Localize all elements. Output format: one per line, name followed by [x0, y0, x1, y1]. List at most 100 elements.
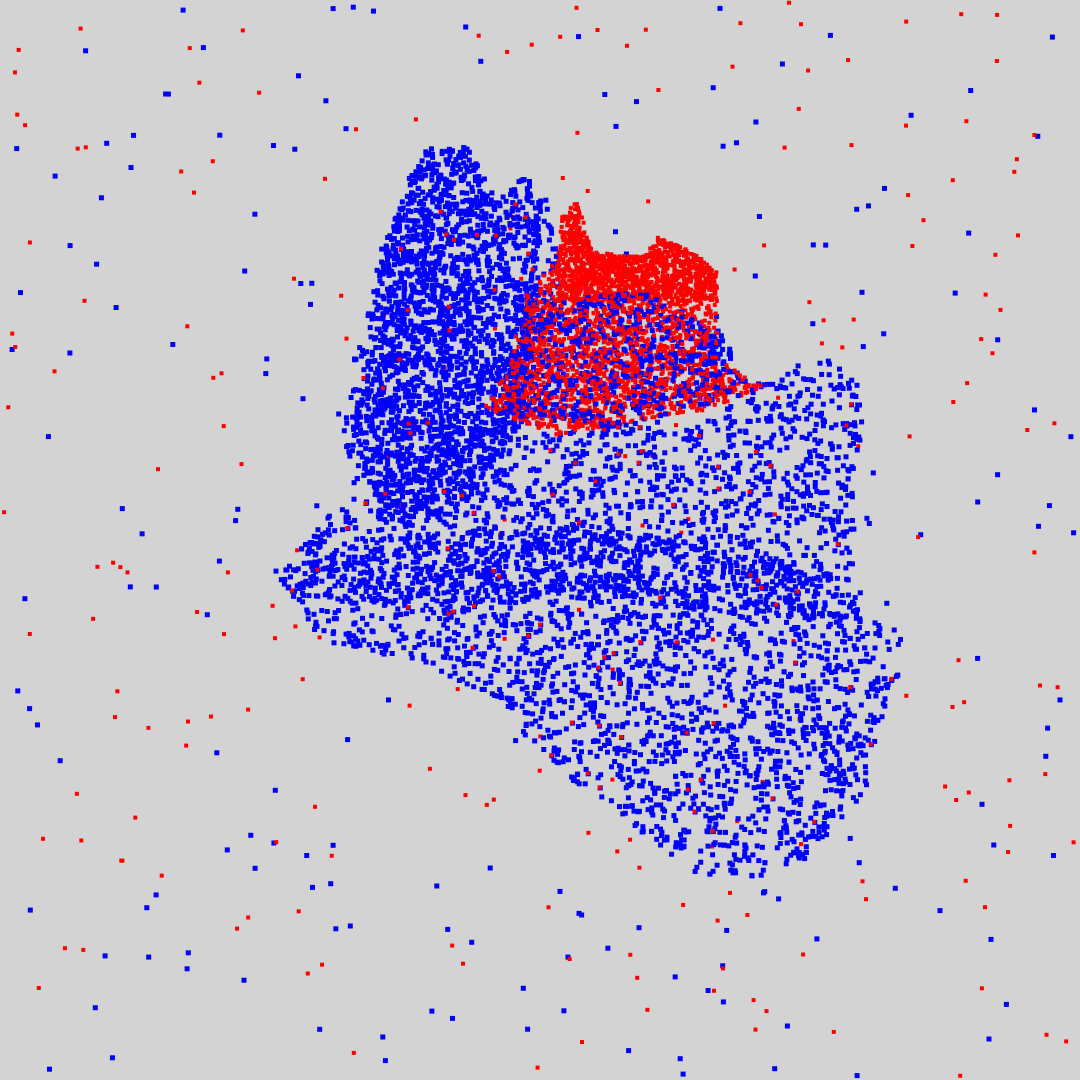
- point: [614, 702, 620, 708]
- point: [740, 720, 746, 726]
- point: [822, 748, 828, 754]
- point: [644, 549, 650, 555]
- point: [343, 514, 349, 520]
- point: [772, 700, 778, 706]
- point: [439, 294, 445, 300]
- point: [635, 489, 641, 495]
- point: [623, 785, 629, 791]
- point: [529, 501, 535, 507]
- point: [743, 712, 749, 718]
- point: [742, 440, 748, 446]
- point: [793, 819, 799, 825]
- point: [533, 701, 539, 707]
- point: [808, 653, 814, 659]
- point: [532, 535, 538, 541]
- point: [499, 531, 505, 536]
- point: [582, 710, 588, 716]
- point: [771, 432, 777, 438]
- point: [156, 467, 160, 472]
- point: [721, 966, 725, 971]
- point: [512, 421, 518, 426]
- point: [351, 424, 357, 430]
- point: [371, 8, 376, 14]
- point: [470, 469, 476, 475]
- point: [529, 254, 535, 260]
- point: [742, 853, 748, 859]
- point: [725, 583, 731, 588]
- point: [402, 602, 408, 608]
- point: [484, 487, 490, 493]
- point: [398, 591, 404, 597]
- point: [661, 794, 667, 800]
- point: [430, 164, 436, 170]
- point: [330, 842, 336, 848]
- point: [588, 603, 594, 609]
- point: [604, 628, 610, 633]
- point: [502, 482, 508, 488]
- point: [709, 680, 715, 686]
- point: [771, 474, 777, 480]
- point: [463, 269, 469, 274]
- point: [560, 454, 566, 460]
- point: [645, 535, 651, 541]
- point: [322, 530, 328, 536]
- point: [482, 495, 488, 501]
- point: [522, 710, 528, 715]
- point: [1043, 772, 1048, 777]
- point: [408, 480, 414, 485]
- point: [479, 243, 485, 249]
- point: [626, 748, 632, 754]
- point: [422, 236, 428, 242]
- point: [628, 682, 633, 688]
- point: [426, 550, 432, 556]
- point: [524, 560, 530, 566]
- point: [484, 511, 490, 517]
- point: [424, 444, 430, 450]
- point: [813, 833, 819, 839]
- point: [784, 530, 790, 536]
- point: [466, 168, 472, 174]
- point: [615, 613, 621, 619]
- point: [767, 512, 773, 518]
- point: [532, 586, 538, 592]
- point: [389, 304, 395, 310]
- point: [577, 759, 583, 765]
- point: [815, 512, 821, 518]
- point: [436, 199, 442, 205]
- point: [672, 652, 678, 657]
- point: [584, 451, 590, 456]
- point: [652, 758, 658, 764]
- point: [631, 761, 637, 767]
- point: [830, 523, 836, 529]
- point: [351, 496, 357, 502]
- point: [352, 517, 358, 523]
- point: [837, 762, 843, 768]
- point: [379, 584, 384, 590]
- point: [693, 751, 699, 757]
- point: [405, 456, 411, 462]
- point: [753, 680, 759, 686]
- point: [621, 584, 627, 590]
- point: [471, 297, 477, 303]
- point: [400, 456, 406, 462]
- point: [402, 271, 408, 277]
- point: [446, 440, 452, 446]
- point: [349, 639, 355, 645]
- point: [573, 689, 579, 695]
- point: [554, 751, 560, 757]
- point: [590, 708, 596, 714]
- point: [431, 268, 437, 274]
- point: [532, 685, 538, 690]
- point: [791, 498, 796, 504]
- point: [278, 577, 284, 583]
- point: [186, 719, 190, 724]
- point: [432, 487, 437, 493]
- point: [400, 483, 406, 489]
- point: [789, 688, 795, 694]
- point: [600, 478, 606, 484]
- point: [664, 758, 670, 764]
- point: [854, 731, 860, 737]
- point: [730, 512, 735, 518]
- point: [512, 318, 518, 323]
- point: [526, 237, 532, 243]
